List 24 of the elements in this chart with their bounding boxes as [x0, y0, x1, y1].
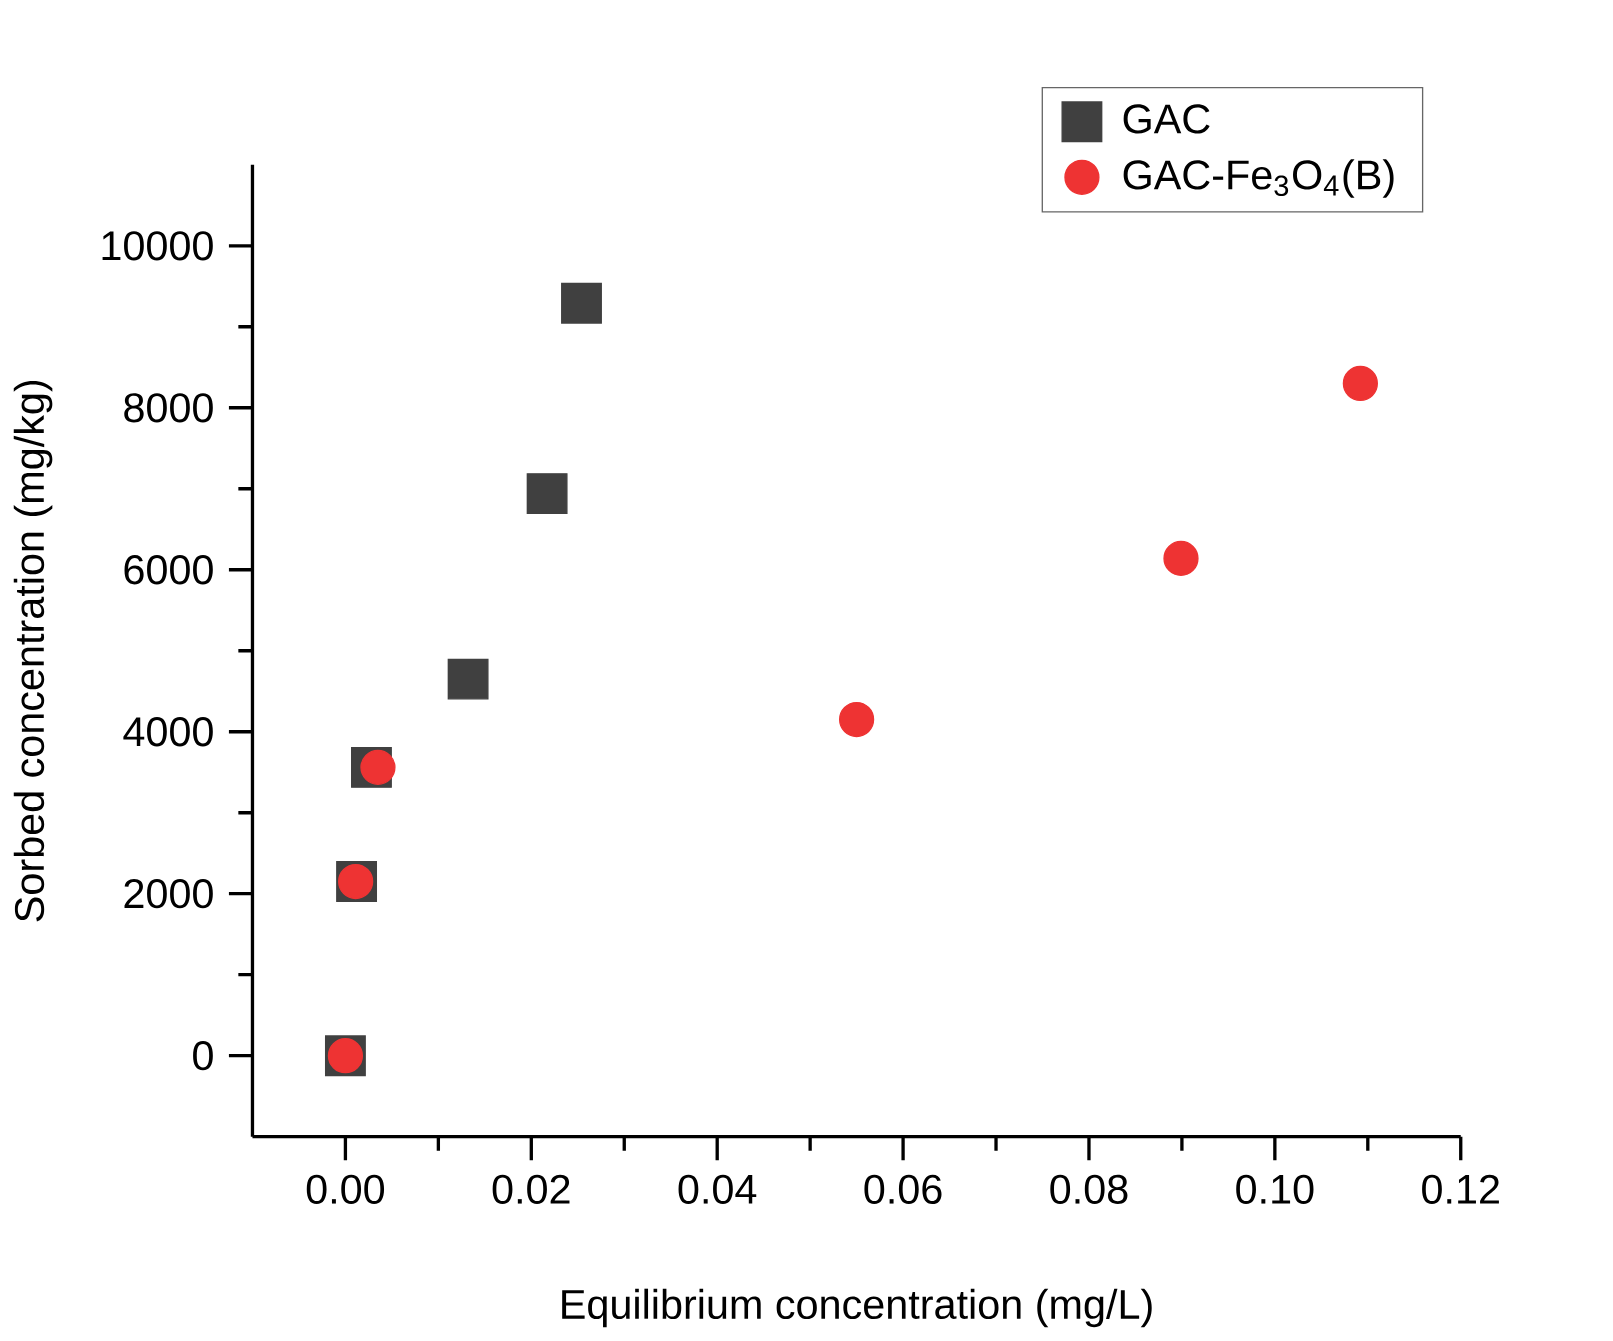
point [561, 282, 602, 324]
point [526, 473, 568, 515]
point [447, 658, 489, 700]
x-tick-label: 0.00 [306, 1174, 385, 1204]
x-tick-label: 0.02 [492, 1174, 570, 1204]
x-tick-label: 0.10 [1236, 1174, 1314, 1204]
point [360, 749, 396, 785]
y-axis-title: Sorbed concentration (mg/kg) [13, 380, 53, 922]
y-tick-label: 10000 [102, 231, 213, 261]
legend-label: GAC [1123, 104, 1210, 134]
x-axis-title: Equilibrium concentration (mg/L) [562, 1288, 1152, 1328]
x-tick-label: 0.08 [1050, 1174, 1128, 1204]
y-tick-label: 0 [193, 1041, 213, 1071]
point [838, 701, 875, 738]
y-tick-label: 8000 [124, 393, 213, 423]
y-tick-label: 4000 [123, 717, 213, 747]
x-tick-label: 0.12 [1422, 1174, 1499, 1204]
y-tick-label: 6000 [124, 555, 213, 585]
point [1342, 365, 1378, 402]
x-tick-label: 0.04 [678, 1174, 757, 1204]
y-tick-label: 2000 [124, 879, 213, 909]
point [1163, 540, 1199, 576]
legend-label: GAC-Fe$_{3}$O$_{4}$(B) [1123, 159, 1394, 198]
x-tick-label: 0.06 [864, 1174, 942, 1204]
